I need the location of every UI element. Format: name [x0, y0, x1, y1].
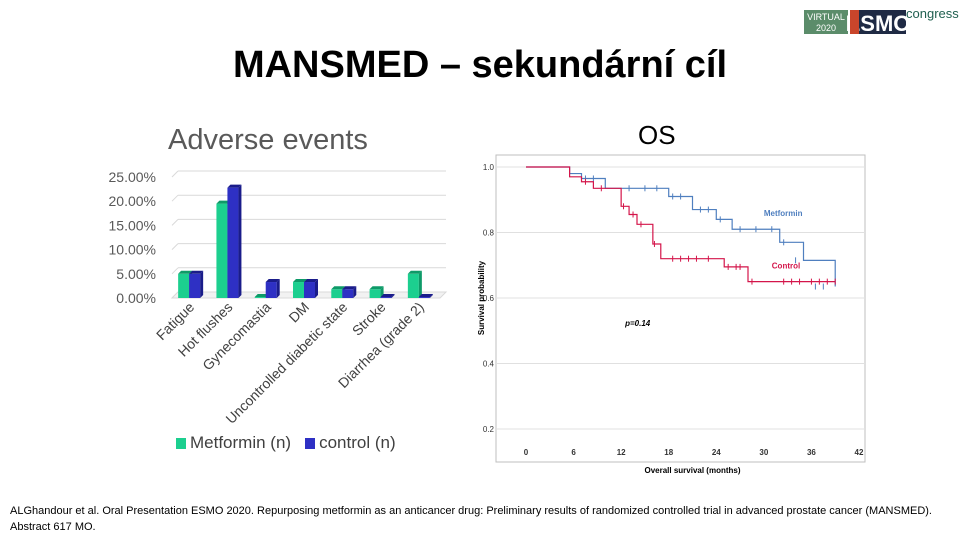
citation-footer: ALGhandour et al. Oral Presentation ESMO…	[10, 505, 932, 533]
ae-bar-control	[342, 289, 354, 298]
adverse-events-chart: 0.00%5.00%10.00%15.00%20.00%25.00%Fatigu…	[109, 169, 448, 427]
km-y-tick-label: 0.8	[483, 229, 495, 238]
ae-bar-control-side	[315, 279, 318, 298]
km-y-tick-label: 0.2	[483, 425, 495, 434]
ae-bar-metformin	[407, 273, 419, 298]
ae-gridline-diag	[171, 170, 179, 178]
ae-bar-control-top	[189, 270, 204, 274]
ae-bar-control-side	[276, 279, 280, 298]
ae-bar-control	[265, 282, 277, 298]
ae-y-tick-label: 5.00%	[116, 266, 156, 282]
km-x-tick-label: 0	[524, 448, 529, 457]
ae-bar-metformin	[293, 282, 304, 298]
esmo-congress-logo: VIRTUAL 2020 ESMO congress	[804, 6, 960, 36]
ae-gridline-diag	[171, 219, 179, 226]
adverse-events-chart-title: Adverse events	[168, 124, 368, 156]
ae-bar-metformin-top	[407, 270, 422, 274]
ae-bar-control	[304, 282, 315, 298]
ae-bar-metformin-top	[331, 286, 346, 290]
km-x-tick-label: 6	[571, 448, 576, 457]
ae-bar-metformin-top	[254, 294, 269, 298]
km-x-axis-label: Overall survival (months)	[644, 466, 740, 475]
ae-bar-metformin	[178, 273, 190, 298]
km-y-tick-label: 0.6	[483, 294, 495, 303]
ae-bar-control-side	[353, 286, 357, 298]
legend-item-control: control (n)	[305, 433, 396, 453]
os-chart-title: OS	[638, 120, 676, 150]
km-y-tick-label: 0.4	[483, 360, 495, 369]
ae-bar-control-top	[418, 294, 433, 298]
ae-bar-control	[227, 187, 239, 298]
ae-bar-control-top	[227, 184, 242, 188]
km-y-axis-label: Survival probability	[477, 260, 486, 335]
ae-gridline-diag	[171, 243, 179, 250]
legend-item-metformin: Metformin (n)	[176, 433, 291, 453]
ae-bar-metformin	[216, 203, 228, 298]
ae-bar-metformin-top	[178, 270, 193, 274]
ae-bar-metformin-top	[369, 286, 384, 290]
svg-text:congress: congress	[906, 6, 959, 21]
km-label-control: Control	[772, 262, 800, 271]
km-curve-metformin	[526, 166, 836, 287]
ae-gridline-diag	[171, 267, 179, 275]
ae-bar-control-side	[238, 184, 242, 298]
km-plot-frame	[495, 154, 866, 463]
km-x-tick-label: 12	[617, 448, 626, 457]
ae-bar-control-top	[380, 294, 395, 298]
ae-bar-metformin	[254, 297, 266, 298]
legend-swatch-control	[305, 437, 316, 449]
legend-label-control: control (n)	[319, 433, 396, 452]
ae-bar-metformin	[331, 289, 343, 298]
ae-bar-metformin-top	[293, 279, 307, 283]
ae-bar-metformin-side	[418, 270, 422, 298]
km-x-tick-label: 24	[712, 448, 721, 457]
legend-swatch-metformin	[176, 437, 186, 449]
ae-bar-control-side	[429, 294, 433, 298]
ae-bar-control-side	[200, 270, 204, 298]
os-kaplan-meier-chart: 0.2 0.4 0.6 0.8 1.0 0 6 12 18 24 30 36 42 Overall sur…	[477, 154, 866, 475]
km-x-tick-label: 36	[807, 448, 816, 457]
km-y-tick-label: 1.0	[483, 163, 495, 172]
ae-bar-metformin-top	[216, 200, 231, 204]
ae-bar-control-side	[391, 294, 395, 298]
ae-bar-control	[189, 273, 201, 298]
legend-label-metformin: Metformin (n)	[190, 433, 292, 452]
ae-bar-control-top	[304, 279, 318, 283]
adverse-events-legend: Metformin (n) control (n)	[176, 433, 410, 453]
ae-bar-control-top	[265, 279, 280, 283]
ae-bar-control-top	[342, 286, 357, 290]
ae-bar-control	[418, 297, 430, 298]
ae-y-tick-label: 25.00%	[109, 169, 156, 185]
ae-bar-control	[380, 297, 392, 298]
ae-y-tick-label: 10.00%	[109, 242, 156, 258]
ae-gridline-diag	[171, 194, 179, 202]
km-x-tick-label: 18	[664, 448, 673, 457]
km-x-tick-label: 42	[855, 448, 864, 457]
ae-y-tick-label: 0.00%	[116, 290, 156, 306]
ae-y-tick-label: 20.00%	[109, 193, 156, 209]
ae-y-tick-label: 15.00%	[109, 217, 156, 233]
km-label-metformin: Metformin	[764, 209, 803, 218]
km-p-value-annotation: p=0.14	[624, 319, 651, 328]
svg-text:VIRTUAL: VIRTUAL	[807, 12, 845, 22]
page-title: MANSMED – sekundární cíl	[232, 44, 728, 86]
svg-text:2020: 2020	[816, 23, 836, 33]
km-x-tick-label: 30	[759, 448, 768, 457]
ae-bar-metformin	[369, 289, 381, 298]
